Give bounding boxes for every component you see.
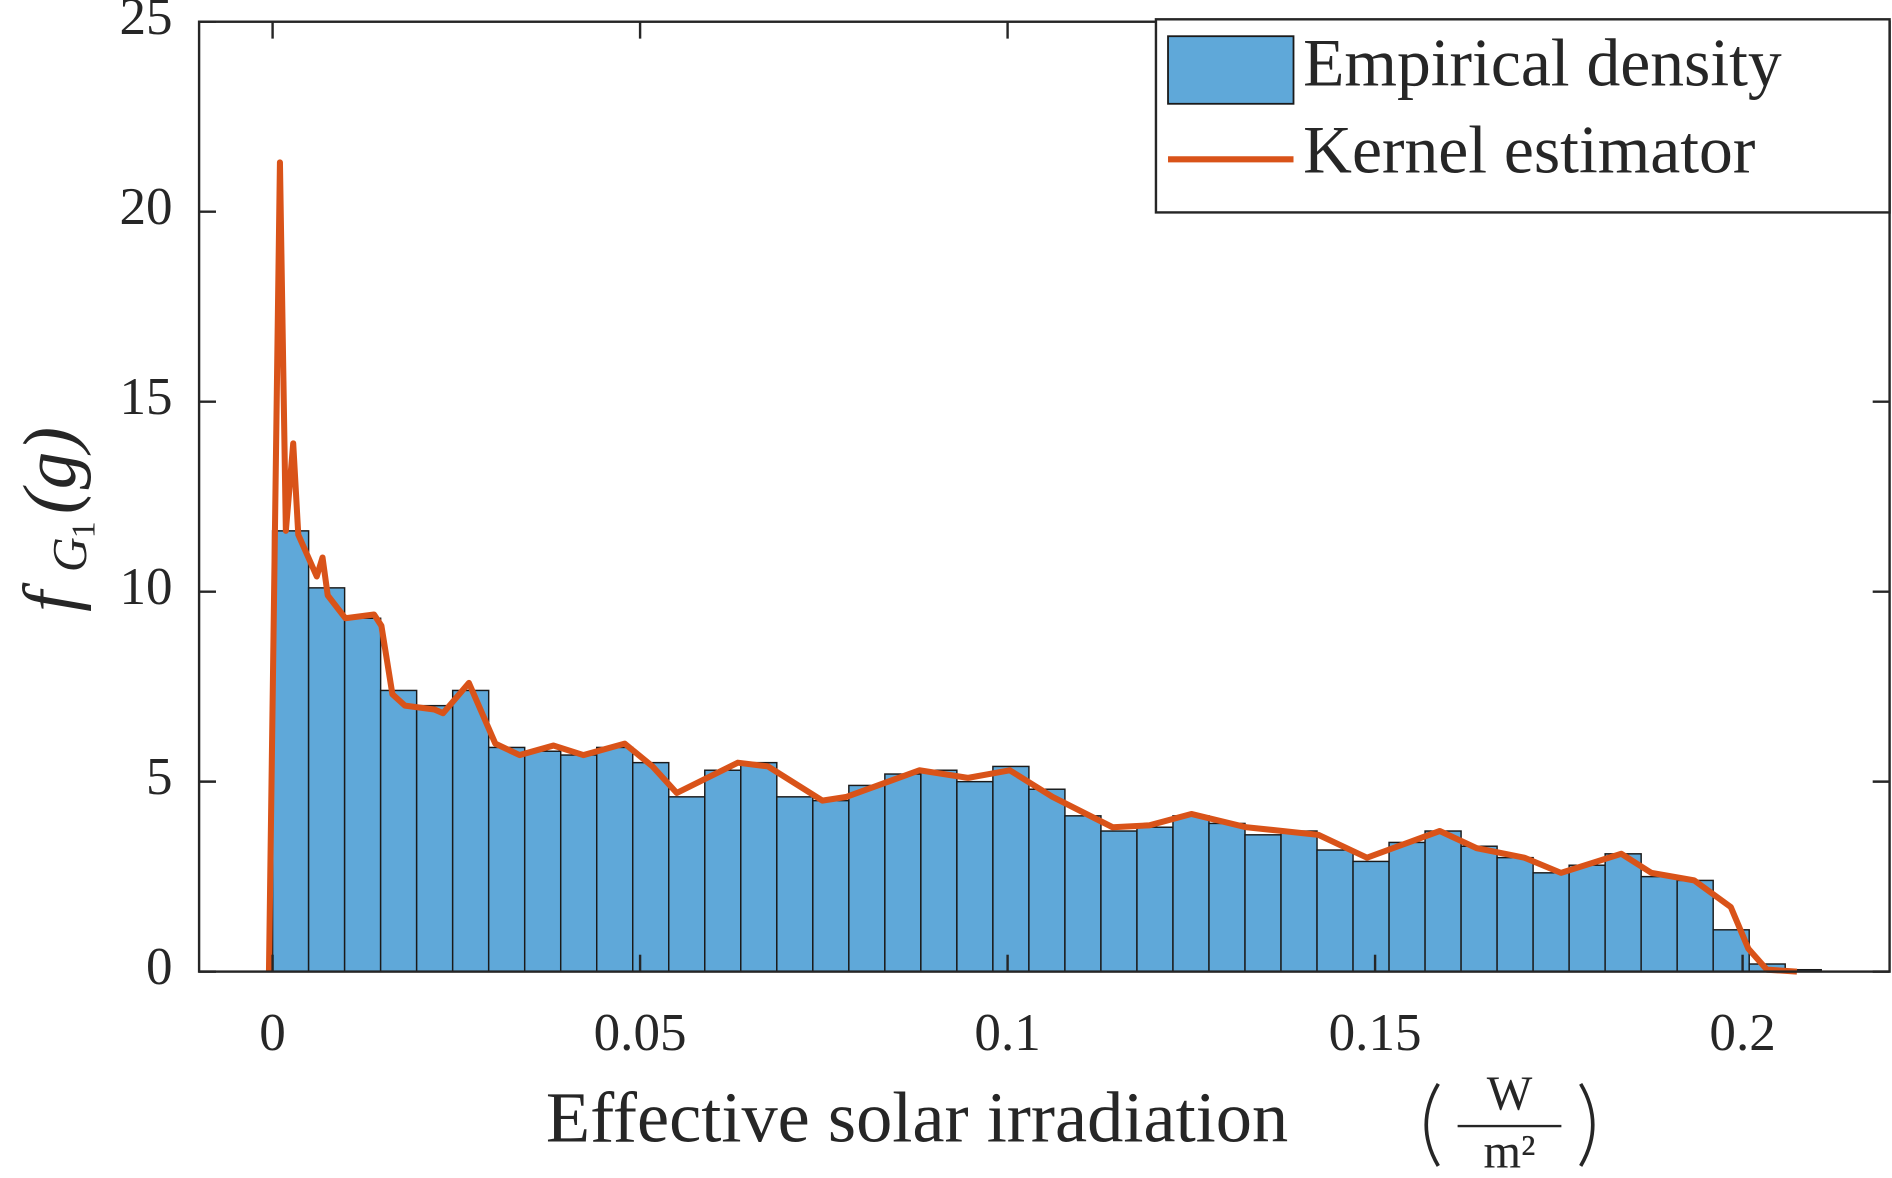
x-unit-numerator: W [1487, 1067, 1533, 1120]
y-axis-label: f G 1 (g) [9, 427, 103, 612]
x-tick-label: 0 [259, 1004, 286, 1062]
x-tick-label: 0.05 [594, 1004, 687, 1062]
bar [776, 796, 814, 973]
kernel-line [265, 159, 1798, 975]
y-label-argument: (g) [9, 427, 92, 514]
bar [1460, 845, 1498, 973]
y-tick-label: 0 [146, 938, 173, 996]
bar [1388, 841, 1426, 973]
bar [1352, 860, 1390, 973]
bar [307, 587, 346, 973]
bar [271, 530, 310, 973]
bar [1136, 826, 1174, 973]
legend-label: Kernel estimator [1303, 112, 1755, 187]
bar [956, 780, 994, 973]
y-tick-label: 5 [146, 748, 173, 806]
legend-label: Empirical density [1303, 26, 1782, 101]
bar [1172, 815, 1210, 973]
bar [1604, 853, 1642, 973]
bar [992, 765, 1030, 973]
bar [1316, 849, 1354, 973]
y-tick-label: 20 [119, 178, 172, 236]
bar [1424, 830, 1462, 973]
bar [1244, 834, 1282, 973]
bar [1676, 879, 1714, 973]
axes-box [197, 20, 1891, 973]
paren-left [1424, 1082, 1440, 1167]
bar [1280, 830, 1318, 973]
y-tick-label: 25 [119, 0, 172, 46]
legend-swatch [1167, 35, 1295, 105]
bar [920, 769, 958, 973]
bar [523, 750, 562, 973]
y-label-symbol: f [9, 582, 92, 612]
bar [704, 769, 742, 973]
bar [415, 704, 454, 973]
bar [740, 761, 778, 973]
y-tick-label: 10 [119, 558, 172, 616]
y-label-subsubscript: 1 [66, 521, 103, 538]
y-tick-label: 15 [119, 368, 172, 426]
bar [1064, 815, 1102, 973]
bar [559, 754, 598, 973]
bar [632, 761, 670, 973]
x-tick-label: 0.1 [974, 1004, 1040, 1062]
bar [884, 773, 922, 973]
paren-right [1579, 1082, 1595, 1167]
bar [451, 689, 490, 973]
x-axis-label: Effective solar irradiation [546, 1076, 1288, 1157]
bar [668, 796, 706, 973]
bar [1496, 856, 1534, 973]
bar [1532, 872, 1570, 973]
bar [1100, 830, 1138, 973]
bar [812, 799, 850, 973]
bar [343, 617, 382, 973]
y-label-subscript: G [44, 537, 97, 572]
bar [379, 689, 418, 973]
x-tick-label: 0.2 [1709, 1004, 1775, 1062]
bar [848, 784, 886, 973]
bar [1028, 788, 1066, 973]
bar [487, 746, 526, 973]
x-unit-denominator: m² [1483, 1125, 1535, 1178]
x-tick-label: 0.15 [1329, 1004, 1422, 1062]
bar [1640, 875, 1678, 973]
bar [596, 746, 634, 973]
bar [1208, 822, 1246, 973]
bar [1568, 864, 1606, 973]
